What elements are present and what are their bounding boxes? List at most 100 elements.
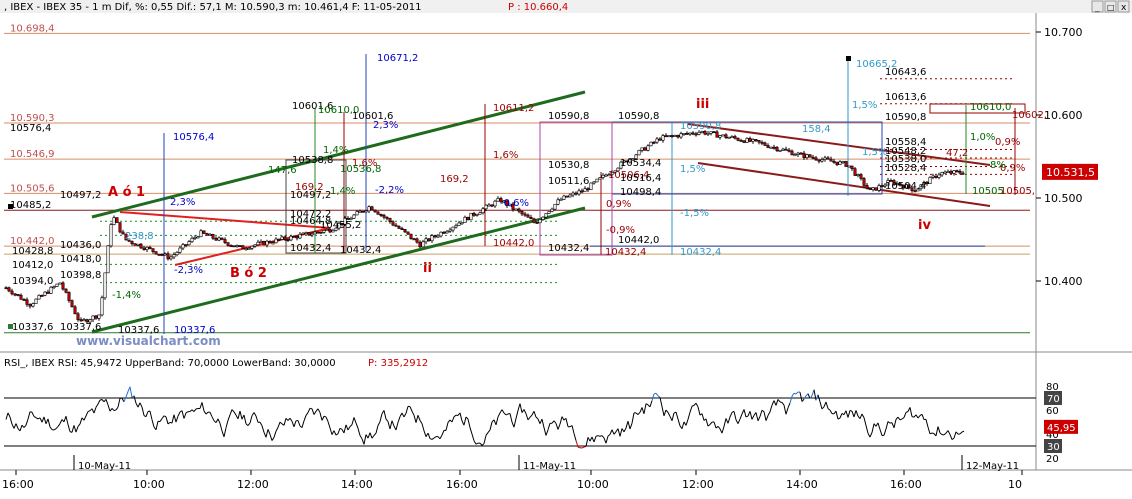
date-label: 10-May-11 (78, 461, 131, 472)
rsi-segment (412, 411, 414, 415)
rsi-segment (278, 422, 280, 427)
price-annotation: 10485,2 (10, 200, 51, 211)
candle-body (413, 239, 415, 240)
candle-body (881, 186, 883, 187)
candle-body (470, 213, 472, 220)
candle-body (272, 243, 274, 244)
rsi-segment (260, 422, 262, 426)
rsi-segment (862, 414, 864, 418)
candle-body (305, 232, 307, 233)
rsi-segment (800, 392, 802, 401)
rsi-segment (470, 428, 472, 434)
time-tick-label: 12:00 (237, 478, 269, 491)
rsi-segment (838, 418, 840, 419)
candle-body (698, 132, 700, 134)
rsi-segment (398, 417, 400, 423)
candle-body (593, 182, 595, 183)
rsi-segment (498, 413, 500, 417)
candle-body (122, 232, 124, 234)
watermark: www.visualchart.com (76, 334, 221, 348)
rsi-segment (256, 416, 258, 422)
rsi-segment (632, 413, 634, 423)
candle-body (230, 245, 232, 246)
candle-body (302, 233, 304, 234)
candle-body (797, 153, 799, 155)
rsi-segment (796, 392, 798, 394)
price-annotation: 1,5% (862, 147, 887, 158)
rsi-segment (604, 438, 606, 443)
rsi-segment (714, 422, 716, 428)
rsi-segment (354, 417, 356, 423)
candle-body (209, 234, 211, 235)
rsi-segment (216, 419, 218, 423)
candle-body (59, 283, 61, 284)
rsi-tick-label: 20 (1046, 454, 1059, 465)
rsi-segment (662, 407, 664, 416)
candle-body (197, 237, 199, 238)
rsi-segment (760, 410, 762, 416)
rsi-segment (706, 419, 708, 426)
price-annotation: 10611,2 (493, 103, 534, 114)
maximize-button[interactable]: □ (1105, 1, 1116, 12)
rsi-segment (116, 407, 118, 410)
candle-body (134, 244, 136, 246)
candle-body (716, 132, 718, 137)
rsi-badge-label: 30 (1047, 442, 1060, 453)
rsi-badge-label: 45,95 (1047, 423, 1076, 434)
rsi-segment (238, 411, 240, 419)
rsi-segment (374, 433, 376, 435)
price-annotation: 10442,0 (618, 235, 659, 246)
rsi-segment (484, 435, 486, 443)
rsi-segment (440, 435, 442, 439)
rsi-segment (266, 429, 268, 437)
candle-body (314, 232, 316, 234)
candle-body (779, 150, 781, 151)
rsi-segment (384, 410, 386, 419)
rsi-segment (42, 417, 44, 422)
price-annotation: 10511,6 (548, 176, 589, 187)
close-button[interactable]: x (1118, 1, 1129, 13)
price-annotation: 10398,8 (60, 270, 101, 281)
rsi-segment (400, 413, 402, 417)
rsi-segment (528, 417, 530, 420)
candle-body (242, 246, 244, 249)
rsi-segment (584, 446, 586, 447)
rsi-segment (340, 428, 342, 429)
rsi-segment (284, 418, 286, 425)
candle-body (560, 199, 562, 200)
rsi-segment (860, 414, 862, 419)
candle-body (47, 292, 49, 293)
price-tick-label: 10.400 (1044, 275, 1083, 288)
rsi-segment (74, 425, 76, 432)
candle-body (818, 160, 820, 161)
candle-body (62, 283, 64, 289)
candle-body (581, 191, 583, 192)
rsi-segment (250, 416, 252, 423)
candle-body (308, 232, 310, 235)
rsi-segment (506, 414, 508, 415)
rsi-segment (376, 426, 378, 434)
rsi-segment (292, 421, 294, 427)
rsi-segment (848, 410, 850, 417)
candle-body (455, 225, 457, 227)
candle-body (941, 172, 943, 175)
candle-body (479, 213, 481, 215)
rsi-segment (782, 402, 784, 405)
rsi-segment (904, 412, 906, 417)
candle-body (557, 200, 559, 204)
candle-body (737, 138, 739, 140)
candle-body (947, 171, 949, 172)
price-annotation: 2,3% (373, 120, 398, 131)
minimize-button[interactable]: _ (1092, 1, 1103, 13)
candle-body (23, 299, 25, 300)
rsi-segment (744, 409, 746, 417)
rsi-segment (938, 427, 940, 433)
candle-body (185, 245, 187, 246)
candle-body (380, 214, 382, 215)
candle-body (674, 135, 676, 136)
rsi-segment (356, 423, 358, 428)
candle-body (473, 213, 475, 215)
candle-body (638, 150, 640, 155)
candle-body (773, 147, 775, 148)
price-annotation: 10432,4 (290, 243, 331, 254)
